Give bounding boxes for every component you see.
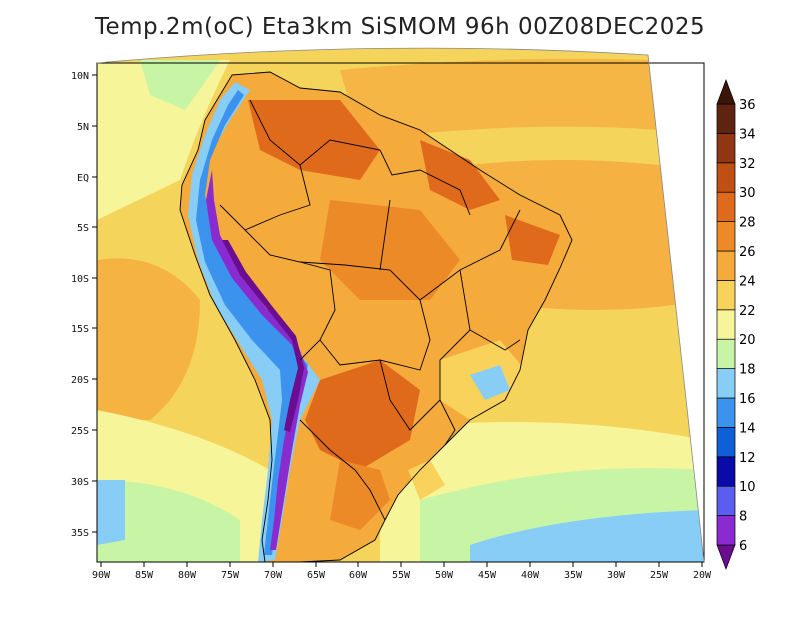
lon-label: 80W xyxy=(178,570,197,581)
colorbar-segment xyxy=(716,250,736,281)
colorbar-label: 8 xyxy=(739,510,747,525)
andes-core-cold xyxy=(206,170,308,550)
colorbar-segment xyxy=(716,280,736,311)
lat-label: 5S xyxy=(77,223,89,234)
coastline xyxy=(179,71,573,563)
colorbar-label: 10 xyxy=(739,480,756,495)
lon-label: 35W xyxy=(564,570,583,581)
hot-zone-amazon xyxy=(320,200,460,300)
border-brazil-states-1 xyxy=(419,209,521,301)
lat-label: 35S xyxy=(71,528,89,539)
border-venezuela xyxy=(299,139,441,181)
lat-label: 30S xyxy=(71,477,89,488)
pacific-southeast-warm xyxy=(97,258,200,420)
lat-label: EQ xyxy=(77,173,89,184)
lat-label: 5N xyxy=(77,122,89,133)
border-brazil-states-4 xyxy=(439,329,471,400)
colorbar-label: 20 xyxy=(739,333,756,348)
colorbar-label: 12 xyxy=(739,451,756,466)
latitude-axis: 10N 5N EQ 5S 10S 15S 20S 25S 30S 35S xyxy=(71,71,97,539)
lon-label: 75W xyxy=(221,570,240,581)
colorbar-segment xyxy=(716,397,736,428)
political-borders xyxy=(179,71,573,563)
border-bolivia xyxy=(299,261,431,371)
lon-label: 55W xyxy=(392,570,411,581)
lat-label: 20S xyxy=(71,375,89,386)
colorbar-label: 30 xyxy=(739,186,756,201)
hot-zone-guiana xyxy=(420,140,500,210)
colorbar-label: 6 xyxy=(739,539,747,554)
lon-label: 90W xyxy=(92,570,111,581)
border-brazil-states-3 xyxy=(379,199,391,271)
colorbar-label: 36 xyxy=(739,98,756,113)
colorbar-label: 18 xyxy=(739,363,756,378)
lon-label: 25W xyxy=(650,570,669,581)
lon-label: 50W xyxy=(435,570,454,581)
lon-label: 30W xyxy=(607,570,626,581)
pacific-south-cool xyxy=(97,480,240,562)
lon-label: 65W xyxy=(307,570,326,581)
colorbar-segment xyxy=(716,427,736,458)
north-atlantic-warm xyxy=(340,58,660,140)
lon-label: 40W xyxy=(521,570,540,581)
lon-label: 70W xyxy=(264,570,283,581)
lon-label: 60W xyxy=(349,570,368,581)
colorbar-segment xyxy=(716,456,736,487)
map-title: Temp.2m(oC) Eta3km SiSMOM 96h 00Z08DEC20… xyxy=(94,14,706,40)
colorbar-min-triangle xyxy=(716,544,736,570)
colorbar-segment xyxy=(716,191,736,222)
colorbar-segment xyxy=(716,368,736,399)
pacific-south-cold xyxy=(97,480,125,545)
colorbar: 6 8 10 12 14 16 18 20 22 24 26 28 30 32 34 36 xyxy=(716,79,756,570)
cool-zone-southeast xyxy=(470,365,510,400)
lat-label: 25S xyxy=(71,426,89,437)
hot-zone-northeast xyxy=(505,215,560,265)
colorbar-label: 14 xyxy=(739,421,756,436)
colorbar-label: 28 xyxy=(739,216,756,231)
colorbar-segment xyxy=(716,162,736,193)
lat-label: 10N xyxy=(71,71,89,82)
colorbar-label: 16 xyxy=(739,392,756,407)
colorbar-label: 24 xyxy=(739,274,756,289)
colorbar-label: 26 xyxy=(739,245,756,260)
colorbar-segment xyxy=(716,103,736,134)
mild-zone-south xyxy=(408,460,445,500)
colorbar-segment xyxy=(716,133,736,164)
hot-zone-pampas xyxy=(330,460,390,530)
border-guianas xyxy=(439,179,471,216)
longitude-axis: 90W 85W 80W 75W 70W 65W 60W 55W 50W 45W … xyxy=(92,562,712,581)
colorbar-segment xyxy=(716,309,736,340)
lon-label: 45W xyxy=(478,570,497,581)
colorbar-segment xyxy=(716,221,736,252)
colorbar-max-triangle xyxy=(716,79,736,105)
colorbar-segment xyxy=(716,485,736,516)
colorbar-segment xyxy=(716,515,736,546)
border-brazil-states-2 xyxy=(459,269,521,351)
hot-zone-chaco xyxy=(305,360,420,470)
colorbar-label: 32 xyxy=(739,157,756,172)
hot-zone-north xyxy=(248,100,380,180)
border-argentina xyxy=(299,419,386,521)
temperature-field xyxy=(97,48,704,563)
domain-edge xyxy=(96,47,705,563)
pacific-north-cool xyxy=(140,60,220,110)
lon-label: 20W xyxy=(693,570,712,581)
colorbar-label: 22 xyxy=(739,304,756,319)
pacific-north-mild xyxy=(97,60,230,220)
lat-label: 15S xyxy=(71,324,89,335)
atlantic-south-cold xyxy=(470,510,704,562)
colorbar-segment xyxy=(716,338,736,369)
lat-label: 10S xyxy=(71,274,89,285)
border-paraguay xyxy=(379,359,456,446)
lon-label: 85W xyxy=(135,570,154,581)
andes-cold-margin xyxy=(196,90,308,555)
colorbar-label: 34 xyxy=(739,127,756,142)
